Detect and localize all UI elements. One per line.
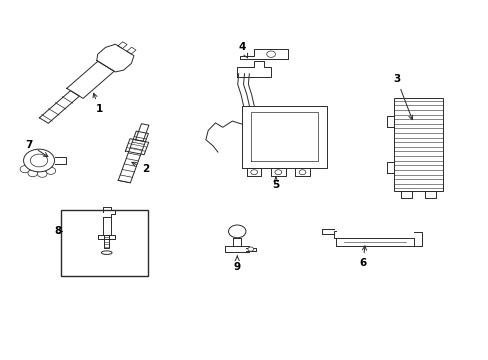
Circle shape [37,170,47,177]
Circle shape [28,170,38,177]
Circle shape [23,149,54,172]
Text: 2: 2 [132,162,149,174]
Circle shape [250,170,257,175]
Circle shape [228,225,245,238]
Circle shape [247,247,253,251]
Ellipse shape [101,251,112,255]
Circle shape [274,170,281,175]
Text: 5: 5 [272,177,279,190]
Circle shape [266,51,275,57]
Circle shape [20,166,30,173]
Text: 7: 7 [26,140,48,157]
Text: 1: 1 [93,93,103,114]
Circle shape [46,167,56,174]
Bar [61,210,147,276]
Text: 8: 8 [55,226,62,237]
Text: 3: 3 [392,74,412,120]
Bar [393,99,442,191]
Text: 6: 6 [359,246,366,268]
Circle shape [30,154,48,167]
Text: 4: 4 [238,42,247,58]
Text: 9: 9 [233,256,240,272]
Circle shape [299,170,305,175]
